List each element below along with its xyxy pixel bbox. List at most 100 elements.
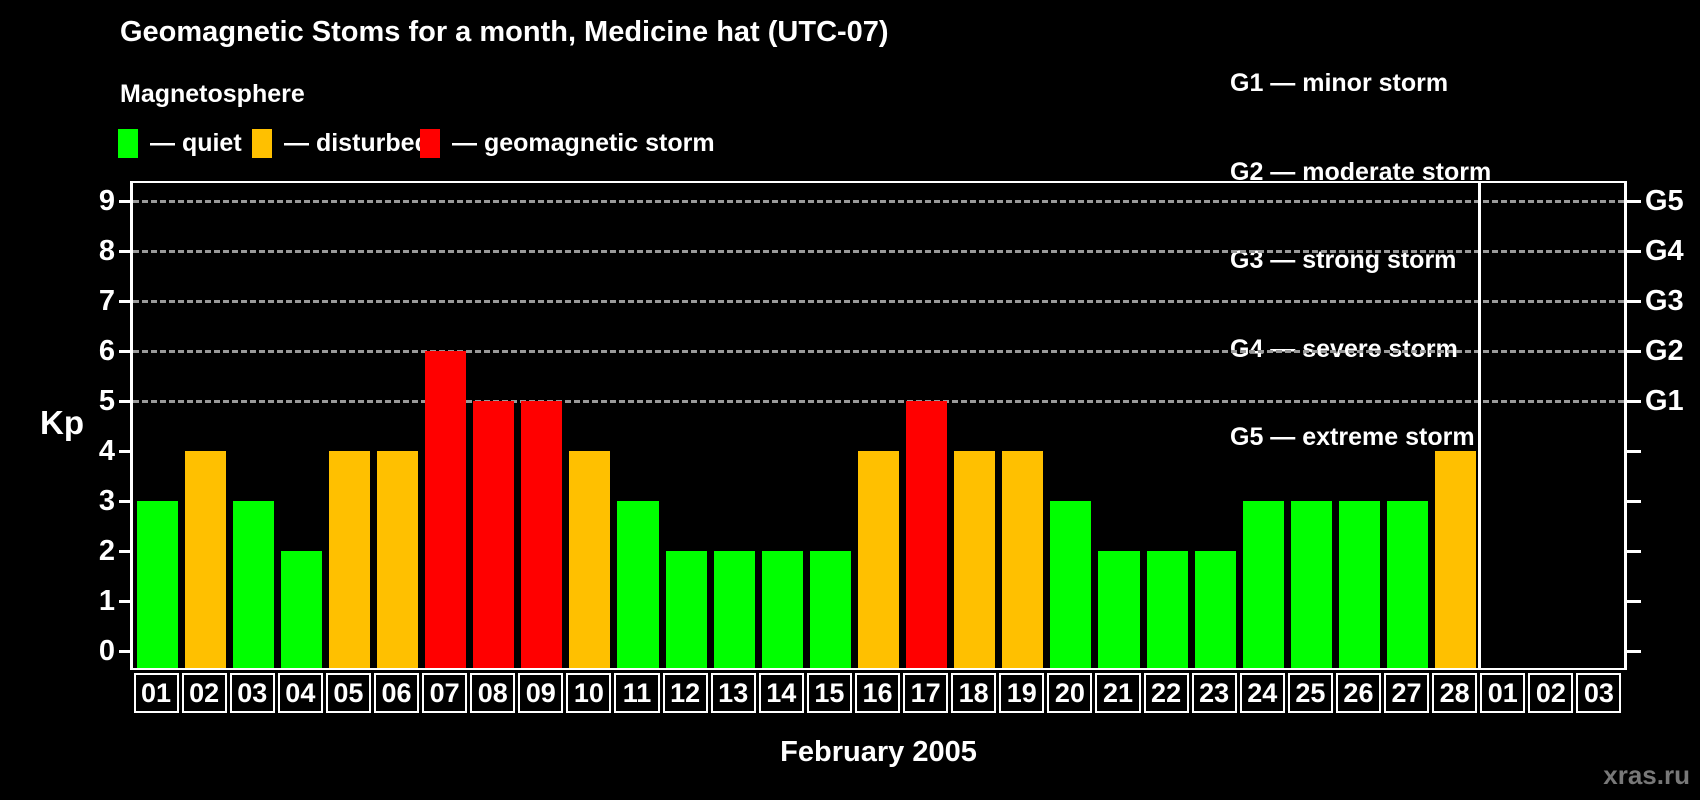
- y-tick-label-6: 6: [98, 335, 115, 367]
- bar-day-25-kp-3: [1290, 501, 1332, 668]
- g-scale-tick-label-G3: G3: [1645, 285, 1684, 317]
- disturbed-color-swatch: [252, 128, 272, 158]
- left-tick-kp-5: [119, 400, 133, 403]
- watermark: xras.ru: [1603, 760, 1690, 790]
- bar-day-05-kp-4: [328, 451, 370, 668]
- y-tick-label-8: 8: [98, 235, 115, 267]
- day-label-feb-01: 01: [133, 673, 179, 713]
- g-scale-tick-label-G4: G4: [1645, 235, 1684, 267]
- left-tick-kp-0: [119, 650, 133, 653]
- right-tick-kp-3: [1627, 500, 1641, 503]
- storm-color-swatch: [420, 128, 440, 158]
- left-tick-kp-4: [119, 450, 133, 453]
- bar-day-20-kp-3: [1050, 501, 1092, 668]
- bar-day-18-kp-4: [954, 451, 996, 668]
- day-label-feb-15: 15: [806, 673, 852, 713]
- legend-item-storm: — geomagnetic storm: [420, 128, 715, 158]
- left-tick-kp-2: [119, 550, 133, 553]
- bar-day-28-kp-4: [1435, 451, 1477, 668]
- bar-day-19-kp-4: [1002, 451, 1044, 668]
- x-axis-line: [130, 668, 1627, 670]
- month-separator-line: [1478, 183, 1482, 668]
- right-tick-kp-4: [1627, 450, 1641, 453]
- day-label-feb-03: 03: [229, 673, 275, 713]
- legend-title: Magnetosphere: [120, 80, 305, 108]
- y-axis-label: Kp: [40, 404, 84, 441]
- day-label-feb-16: 16: [854, 673, 901, 713]
- left-tick-kp-8: [119, 250, 133, 253]
- day-label-feb-23: 23: [1191, 673, 1237, 713]
- right-tick-kp-2: [1627, 550, 1641, 553]
- g-scale-legend-line: G4 — severe storm: [1230, 334, 1458, 363]
- gridline-kp-8: [133, 250, 1624, 253]
- left-tick-kp-6: [119, 350, 133, 353]
- bar-day-17-kp-5: [906, 401, 948, 668]
- bar-day-23-kp-2: [1194, 551, 1236, 668]
- page-title: Geomagnetic Stoms for a month, Medicine …: [120, 16, 889, 48]
- day-label-feb-20: 20: [1047, 673, 1093, 713]
- gridline-kp-6: [133, 350, 1624, 353]
- bar-day-08-kp-5: [473, 401, 515, 668]
- day-label-mar-02: 02: [1528, 673, 1574, 713]
- day-label-feb-22: 22: [1143, 673, 1189, 713]
- g-scale-legend: G1 — minor storm G2 — moderate storm G3 …: [1230, 10, 1491, 482]
- plot-top-border: [130, 181, 1627, 183]
- day-label-feb-07: 07: [422, 673, 468, 713]
- y-tick-label-9: 9: [98, 185, 115, 217]
- right-tick-kp-0: [1627, 650, 1641, 653]
- y-axis-left-line: [130, 181, 133, 670]
- left-tick-kp-7: [119, 300, 133, 303]
- bar-day-12-kp-2: [665, 551, 707, 668]
- day-label-feb-09: 09: [518, 673, 564, 713]
- bar-day-14-kp-2: [761, 551, 803, 668]
- day-label-feb-13: 13: [710, 673, 756, 713]
- g-scale-legend-line: G2 — moderate storm: [1230, 157, 1492, 186]
- day-label-feb-26: 26: [1335, 673, 1381, 713]
- day-label-feb-06: 06: [373, 673, 420, 713]
- day-label-feb-27: 27: [1384, 673, 1430, 713]
- gridline-kp-7: [133, 300, 1624, 303]
- day-label-feb-10: 10: [566, 673, 612, 713]
- left-tick-kp-3: [119, 500, 133, 503]
- x-axis-label: February 2005: [780, 736, 977, 768]
- legend-item-label: — quiet: [150, 128, 242, 157]
- day-label-feb-24: 24: [1239, 673, 1285, 713]
- bar-day-24-kp-3: [1242, 501, 1284, 668]
- y-tick-label-0: 0: [98, 635, 115, 667]
- bar-day-06-kp-4: [376, 451, 419, 668]
- gridline-kp-5: [133, 400, 1624, 403]
- day-label-feb-18: 18: [951, 673, 997, 713]
- bar-day-26-kp-3: [1338, 501, 1380, 668]
- bar-day-03-kp-3: [232, 501, 274, 668]
- y-tick-label-7: 7: [98, 285, 115, 317]
- g-scale-legend-line: G5 — extreme storm: [1230, 423, 1475, 451]
- bar-day-01-kp-3: [136, 501, 178, 668]
- legend-item-quiet: — quiet: [118, 128, 242, 158]
- right-tick-kp-1: [1627, 600, 1641, 603]
- legend-item-disturbed: — disturbed: [252, 128, 430, 158]
- plot-area: 0 1 2 3 4 5 6 7 8 9 G1 G2 G3 G4 G5: [99, 181, 1684, 670]
- y-axis-right-line: [1624, 181, 1627, 670]
- y-tick-label-2: 2: [98, 535, 115, 567]
- day-label-feb-12: 12: [662, 673, 708, 713]
- gridline-kp-9: [133, 200, 1624, 203]
- g-scale-tick-label-G2: G2: [1645, 335, 1684, 367]
- bar-day-16-kp-4: [857, 451, 900, 668]
- legend-item-label: — geomagnetic storm: [452, 128, 715, 157]
- bar-day-07-kp-6: [425, 351, 467, 668]
- bar-day-21-kp-2: [1098, 551, 1140, 668]
- right-tick-kp-8: [1627, 250, 1641, 253]
- right-tick-kp-6: [1627, 350, 1641, 353]
- day-label-feb-08: 08: [470, 673, 516, 713]
- legend-item-label: — disturbed: [284, 128, 430, 157]
- y-tick-label-4: 4: [98, 435, 115, 467]
- day-label-feb-25: 25: [1287, 673, 1333, 713]
- g-scale-legend-line: G1 — minor storm: [1230, 69, 1449, 97]
- quiet-color-swatch: [118, 128, 138, 158]
- day-label-feb-02: 02: [181, 673, 227, 713]
- left-tick-kp-1: [119, 600, 133, 603]
- g-scale-tick-label-G1: G1: [1645, 385, 1684, 417]
- day-label-mar-03: 03: [1576, 673, 1622, 713]
- day-label-feb-19: 19: [999, 673, 1045, 713]
- y-tick-label-3: 3: [98, 485, 115, 517]
